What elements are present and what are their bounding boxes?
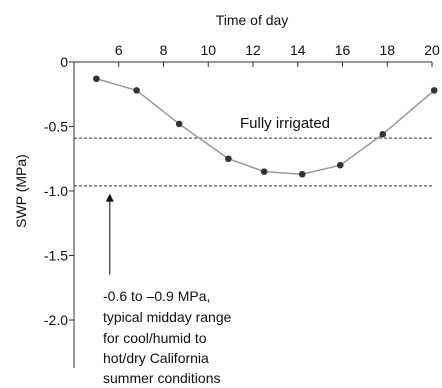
x-tick-label-14: 14 [290,42,306,58]
annotation-arrow-head [105,193,114,202]
y-tick-label-0: 0 [60,54,68,70]
data-point-2 [133,87,140,94]
annotation-line-1: -0.6 to –0.9 MPa, [103,288,210,304]
x-tick-label-8: 8 [160,42,168,58]
data-point-4 [225,155,232,163]
x-tick-label-18: 18 [379,42,395,58]
y-tick-label-1: -0.5 [44,119,68,135]
annotation-line-3: for cool/humid to [103,330,207,346]
data-point-1 [93,75,100,83]
data-point-9 [430,87,438,94]
data-point-5 [260,168,268,175]
x-axis-label: Time of day [216,12,289,28]
annotation-line-5: summer conditions [103,370,221,386]
y-ticks: 0 -0.5 -1.0 -1.5 -2.0 [44,54,74,328]
data-series [93,75,438,178]
y-axis-label: SWP (MPa) [13,154,29,228]
data-point-8 [379,130,387,138]
annotation-line-2: typical midday range [103,309,232,325]
annotation: -0.6 to –0.9 MPa, typical midday range f… [103,193,232,386]
reference-line-label-fully-irrigated: Fully irrigated [240,115,330,132]
x-tick-label-16: 16 [335,42,351,58]
x-tick-label-10: 10 [200,42,216,58]
data-point-7 [336,161,344,169]
reference-lines [74,137,432,187]
x-ticks: 6 8 10 12 14 16 18 20 [115,42,440,67]
x-tick-label-6: 6 [115,42,123,58]
x-tick-label-12: 12 [245,42,261,58]
y-tick-label-2: -1.0 [44,183,68,199]
annotation-line-4: hot/dry California [103,350,209,366]
data-point-6 [298,170,306,178]
x-tick-label-20: 20 [424,42,440,58]
y-tick-label-3: -1.5 [44,248,68,264]
y-tick-label-4: -2.0 [44,312,68,328]
data-point-3 [175,120,183,128]
